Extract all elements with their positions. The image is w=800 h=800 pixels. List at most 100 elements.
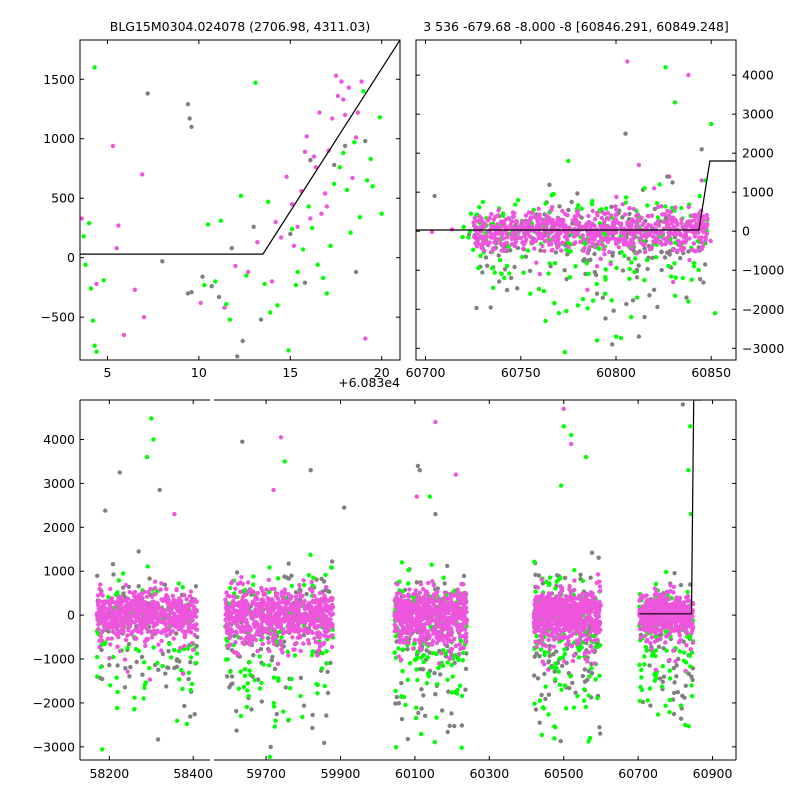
bottom-green-point	[245, 688, 250, 693]
bottom-magenta-point	[286, 592, 291, 597]
top-right-green-point	[480, 199, 486, 205]
bottom-gray-point	[459, 723, 465, 728]
top-right-magenta-point	[535, 219, 540, 224]
bottom-magenta-point	[178, 599, 184, 604]
top-right-magenta-point	[509, 219, 514, 224]
top-right-green-point	[471, 247, 476, 252]
bottom-green-point	[639, 675, 644, 680]
bottom-green-point	[310, 649, 315, 654]
top-right-magenta-outlier	[585, 287, 590, 292]
bottom-green-point	[151, 645, 156, 650]
bottom-magenta-point	[415, 625, 421, 631]
bottom-green-point	[188, 655, 194, 660]
top-left-magenta-point	[359, 79, 364, 84]
top-right-green-point	[590, 298, 596, 303]
bottom-gray-point	[399, 716, 405, 722]
bottom-magenta-point	[558, 584, 563, 589]
bottom-gray-point	[657, 632, 662, 638]
top-right-magenta-point	[634, 224, 639, 229]
bottom-green-point	[413, 705, 419, 710]
top-right-magenta-point	[479, 218, 485, 224]
bottom-magenta-point	[123, 582, 129, 588]
top-right-magenta-point	[590, 208, 595, 214]
bottom-magenta-point	[408, 632, 413, 638]
bottom-gray-point	[272, 666, 278, 672]
bottom-magenta-point	[459, 601, 464, 606]
bottom-gray-point	[186, 676, 191, 682]
bottom-magenta-point	[308, 614, 313, 619]
top-left-green-point	[341, 150, 346, 156]
top-right-green-point	[609, 298, 614, 303]
top-right-green-point	[669, 274, 674, 279]
bottom-magenta-point	[283, 599, 289, 604]
top-right-magenta-outlier	[699, 178, 704, 183]
bottom-green-point	[273, 718, 278, 723]
top-right-magenta-point	[504, 231, 509, 236]
bottom-magenta-point	[588, 617, 593, 622]
bottom-magenta-point	[167, 631, 173, 636]
bottom-magenta-point	[291, 612, 296, 618]
top-right-green-point	[516, 198, 521, 203]
bottom-magenta-point	[451, 593, 456, 598]
bottom-magenta-point	[127, 589, 132, 595]
bottom-green-point	[247, 668, 252, 673]
bottom-magenta-point	[187, 622, 193, 627]
bottom-magenta-point	[173, 622, 178, 628]
bottom-gray-point	[194, 643, 199, 649]
bottom-magenta-point	[551, 644, 556, 649]
bottom-magenta-point	[396, 654, 401, 659]
top-right-magenta-point	[529, 210, 535, 216]
bottom-magenta-point	[236, 624, 241, 630]
top-right-magenta-point	[668, 217, 673, 222]
bottom-gray-point	[128, 664, 133, 670]
bottom-gray-point	[551, 652, 556, 657]
bottom-gray-point	[160, 651, 166, 657]
bottom-magenta-point	[459, 627, 464, 632]
bottom-magenta-point	[448, 597, 454, 602]
bottom-magenta-point	[147, 677, 153, 682]
bottom-green-point	[553, 677, 558, 682]
top-right-gray-point	[663, 215, 668, 221]
bottom-green-point	[400, 668, 405, 674]
bottom-magenta-point	[97, 586, 102, 592]
bottom-green-point	[142, 685, 147, 691]
bottom-gray-point	[324, 713, 329, 718]
top-right-model-line	[416, 160, 736, 231]
top-left-green-point	[357, 215, 362, 220]
bottom-magenta-point	[178, 626, 183, 632]
bottom-magenta-point	[416, 637, 422, 643]
bottom-magenta-point	[136, 596, 141, 602]
top-right-green-point	[622, 253, 627, 258]
top-right-green-point	[476, 265, 481, 271]
top-right-green-outlier	[562, 350, 567, 355]
bottom-green-point	[686, 724, 691, 729]
bottom-magenta-point	[311, 619, 317, 624]
top-right-magenta-point	[635, 212, 641, 217]
top-right-xtick-label: 60750	[501, 365, 541, 380]
bottom-magenta-point	[403, 635, 408, 641]
top-right-gray-point	[703, 262, 708, 267]
top-right-green-point	[499, 271, 504, 277]
bottom-green-point	[432, 740, 438, 745]
top-right-magenta-point	[473, 235, 478, 241]
bottom-magenta-point	[431, 627, 436, 632]
bottom-gray-point	[446, 689, 451, 694]
top-left-gray-point	[145, 91, 150, 96]
bottom-gray-point	[675, 690, 680, 695]
top-right-magenta-point	[703, 235, 708, 240]
top-left-gray-point	[251, 224, 256, 229]
top-right-magenta-point	[509, 224, 515, 229]
top-right-green-point	[627, 276, 632, 281]
bottom-magenta-point	[307, 622, 313, 628]
bottom-magenta-point	[107, 602, 113, 607]
top-left-green-point	[324, 291, 330, 296]
bottom-green-point	[185, 646, 191, 651]
top-left-gray-point	[332, 162, 337, 168]
top-right-magenta-point	[620, 202, 625, 207]
bottom-magenta-point	[264, 587, 269, 592]
bottom-magenta-point	[550, 634, 555, 639]
bottom-magenta-point	[287, 601, 292, 606]
top-right-magenta-point	[635, 218, 640, 223]
bottom-green-point	[115, 689, 120, 695]
